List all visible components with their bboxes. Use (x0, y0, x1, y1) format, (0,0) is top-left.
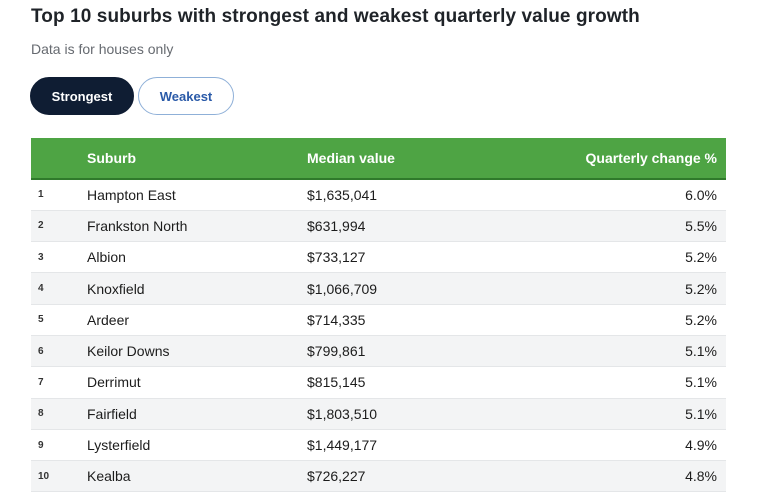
column-header-median-value: Median value (307, 138, 527, 180)
suburb-cell: Frankston North (87, 210, 307, 243)
table-row: 2 Frankston North $631,994 5.5% (31, 210, 726, 243)
quarterly-change-cell: 5.1% (527, 366, 726, 399)
rank-cell: 6 (31, 335, 87, 368)
weakest-button[interactable]: Weakest (138, 77, 234, 115)
table-row: 6 Keilor Downs $799,861 5.1% (31, 335, 726, 368)
column-header-rank (31, 138, 87, 180)
table-row: 4 Knoxfield $1,066,709 5.2% (31, 272, 726, 305)
rank-cell: 9 (31, 429, 87, 462)
quarterly-change-cell: 4.8% (527, 460, 726, 493)
rank-cell: 10 (31, 460, 87, 493)
rank-cell: 3 (31, 241, 87, 274)
quarterly-change-cell: 5.2% (527, 304, 726, 336)
rank-cell: 4 (31, 272, 87, 305)
median-value-cell: $1,449,177 (307, 429, 527, 462)
table-row: 7 Derrimut $815,145 5.1% (31, 366, 726, 399)
suburb-cell: Derrimut (87, 366, 307, 399)
table-row: 8 Fairfield $1,803,510 5.1% (31, 398, 726, 430)
table-row: 10 Kealba $726,227 4.8% (31, 460, 726, 493)
quarterly-change-cell: 5.2% (527, 241, 726, 274)
suburb-cell: Ardeer (87, 304, 307, 336)
suburb-cell: Knoxfield (87, 272, 307, 305)
rank-cell: 1 (31, 179, 87, 211)
table-row: 3 Albion $733,127 5.2% (31, 241, 726, 274)
strongest-button[interactable]: Strongest (30, 77, 134, 115)
quarterly-change-cell: 5.2% (527, 272, 726, 305)
median-value-cell: $714,335 (307, 304, 527, 336)
table-header-row: Suburb Median value Quarterly change % (31, 138, 726, 180)
table-row: 1 Hampton East $1,635,041 6.0% (31, 179, 726, 211)
rank-cell: 7 (31, 366, 87, 399)
quarterly-change-cell: 6.0% (527, 179, 726, 211)
table-body: 1 Hampton East $1,635,041 6.0% 2 Frankston No… (31, 179, 726, 493)
suburb-cell: Kealba (87, 460, 307, 493)
suburb-cell: Lysterfield (87, 429, 307, 462)
table-row: 9 Lysterfield $1,449,177 4.9% (31, 429, 726, 462)
median-value-cell: $1,066,709 (307, 272, 527, 305)
suburb-cell: Fairfield (87, 398, 307, 430)
suburbs-table: Suburb Median value Quarterly change % 1… (31, 138, 726, 493)
suburb-cell: Albion (87, 241, 307, 274)
quarterly-change-cell: 5.1% (527, 398, 726, 430)
column-header-quarterly-change: Quarterly change % (527, 138, 726, 180)
median-value-cell: $726,227 (307, 460, 527, 493)
page-subtitle: Data is for houses only (31, 41, 174, 57)
median-value-cell: $815,145 (307, 366, 527, 399)
rank-cell: 8 (31, 398, 87, 430)
table-row: 5 Ardeer $714,335 5.2% (31, 304, 726, 336)
median-value-cell: $799,861 (307, 335, 527, 368)
median-value-cell: $1,803,510 (307, 398, 527, 430)
quarterly-change-cell: 4.9% (527, 429, 726, 462)
median-value-cell: $1,635,041 (307, 179, 527, 211)
median-value-cell: $631,994 (307, 210, 527, 243)
quarterly-change-cell: 5.5% (527, 210, 726, 243)
rank-cell: 2 (31, 210, 87, 243)
column-header-suburb: Suburb (87, 138, 307, 180)
strength-toggle: Strongest Weakest (30, 77, 234, 115)
median-value-cell: $733,127 (307, 241, 527, 274)
suburb-cell: Keilor Downs (87, 335, 307, 368)
suburb-cell: Hampton East (87, 179, 307, 211)
rank-cell: 5 (31, 304, 87, 336)
page-title: Top 10 suburbs with strongest and weakes… (31, 6, 640, 27)
quarterly-change-cell: 5.1% (527, 335, 726, 368)
